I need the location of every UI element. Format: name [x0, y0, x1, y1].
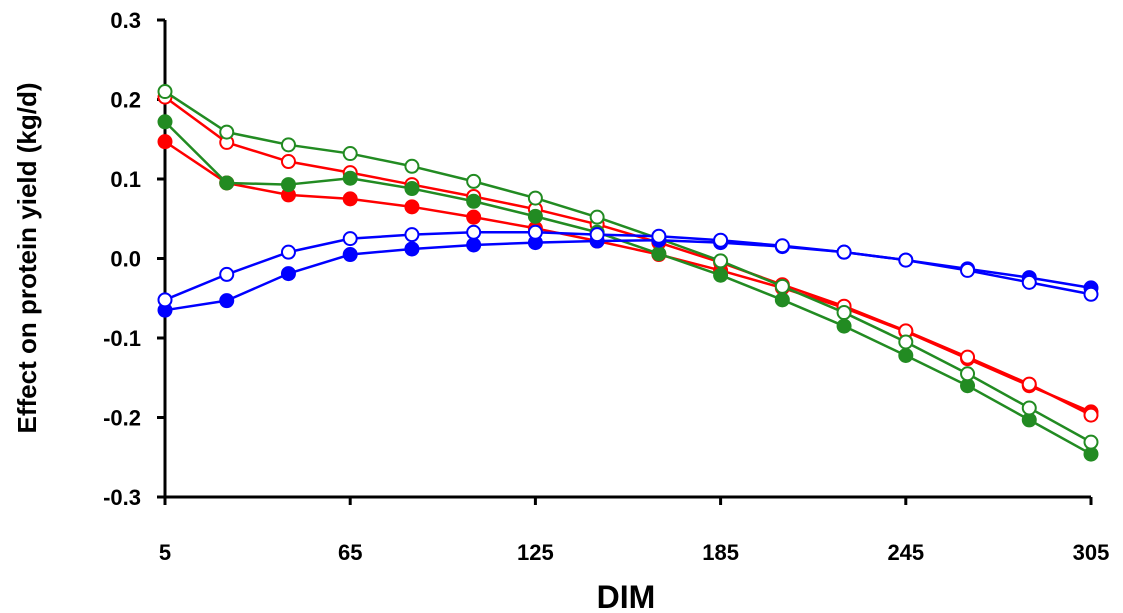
- data-point: [589, 209, 605, 225]
- data-point: [157, 134, 173, 150]
- data-point: [713, 267, 729, 283]
- data-point: [404, 181, 420, 197]
- data-point: [466, 209, 482, 225]
- data-point: [1083, 407, 1099, 423]
- data-point: [404, 227, 420, 243]
- y-tick-label: 0.3: [110, 8, 141, 33]
- series-line: [164, 238, 1092, 312]
- y-axis-title: Effect on protein yield (kg/d): [12, 82, 42, 433]
- data-point: [836, 318, 852, 334]
- data-point: [342, 146, 358, 162]
- data-point: [651, 246, 667, 262]
- data-point: [651, 228, 667, 244]
- y-tick-label: 0.0: [110, 247, 141, 272]
- y-ticks: -0.3 -0.2 -0.1 0.0 0.1 0.2 0.3: [103, 8, 165, 510]
- series-6: [157, 224, 1099, 308]
- x-tick-label: 5: [159, 540, 171, 565]
- data-point: [280, 137, 296, 153]
- y-tick-label: 0.2: [110, 88, 141, 113]
- series-layer: [157, 84, 1099, 462]
- data-point: [404, 199, 420, 215]
- data-point: [280, 154, 296, 170]
- data-point: [219, 175, 235, 191]
- axes: [163, 20, 1091, 499]
- data-point: [342, 170, 358, 186]
- data-point: [219, 293, 235, 309]
- data-point: [466, 237, 482, 253]
- data-point: [960, 349, 976, 365]
- data-point: [836, 244, 852, 260]
- data-point: [219, 266, 235, 282]
- data-point: [1021, 274, 1037, 290]
- data-point: [342, 231, 358, 247]
- data-point: [1083, 434, 1099, 450]
- y-tick-label: 0.1: [110, 167, 141, 192]
- x-tick-label: 125: [517, 540, 554, 565]
- data-point: [157, 114, 173, 130]
- series-5: [157, 232, 1099, 318]
- y-tick-label: -0.2: [103, 406, 141, 431]
- data-point: [527, 208, 543, 224]
- data-point: [280, 177, 296, 193]
- series-line: [164, 96, 1092, 417]
- data-point: [280, 266, 296, 282]
- data-point: [527, 224, 543, 240]
- data-point: [466, 193, 482, 209]
- data-point: [1021, 376, 1037, 392]
- data-point: [836, 305, 852, 321]
- data-point: [960, 262, 976, 278]
- data-point: [774, 292, 790, 308]
- data-point: [466, 173, 482, 189]
- data-point: [1083, 286, 1099, 302]
- data-point: [713, 253, 729, 269]
- data-point: [157, 84, 173, 100]
- data-point: [713, 232, 729, 248]
- series-4: [157, 84, 1099, 450]
- data-point: [1021, 400, 1037, 416]
- series-1: [157, 134, 1099, 420]
- series-2: [157, 89, 1099, 423]
- series-line: [164, 90, 1092, 444]
- data-point: [342, 191, 358, 207]
- x-tick-label: 245: [887, 540, 924, 565]
- series-3: [157, 114, 1099, 462]
- series-line: [164, 231, 1092, 301]
- series-line: [164, 120, 1092, 456]
- x-ticks: 5 65 125 185 245 305: [159, 497, 1109, 565]
- data-point: [157, 292, 173, 308]
- data-point: [280, 244, 296, 260]
- data-point: [774, 278, 790, 294]
- data-point: [898, 347, 914, 363]
- data-point: [466, 224, 482, 240]
- x-axis-title: DIM: [597, 579, 656, 613]
- data-point: [404, 241, 420, 257]
- data-point: [527, 190, 543, 206]
- data-point: [774, 238, 790, 254]
- y-tick-label: -0.1: [103, 326, 141, 351]
- data-point: [898, 334, 914, 350]
- data-point: [342, 247, 358, 263]
- data-point: [960, 366, 976, 382]
- data-point: [589, 227, 605, 243]
- x-tick-label: 65: [338, 540, 362, 565]
- data-point: [898, 252, 914, 268]
- x-tick-label: 305: [1073, 540, 1110, 565]
- y-tick-label: -0.3: [103, 485, 141, 510]
- data-point: [219, 124, 235, 140]
- x-tick-label: 185: [702, 540, 739, 565]
- data-point: [404, 158, 420, 174]
